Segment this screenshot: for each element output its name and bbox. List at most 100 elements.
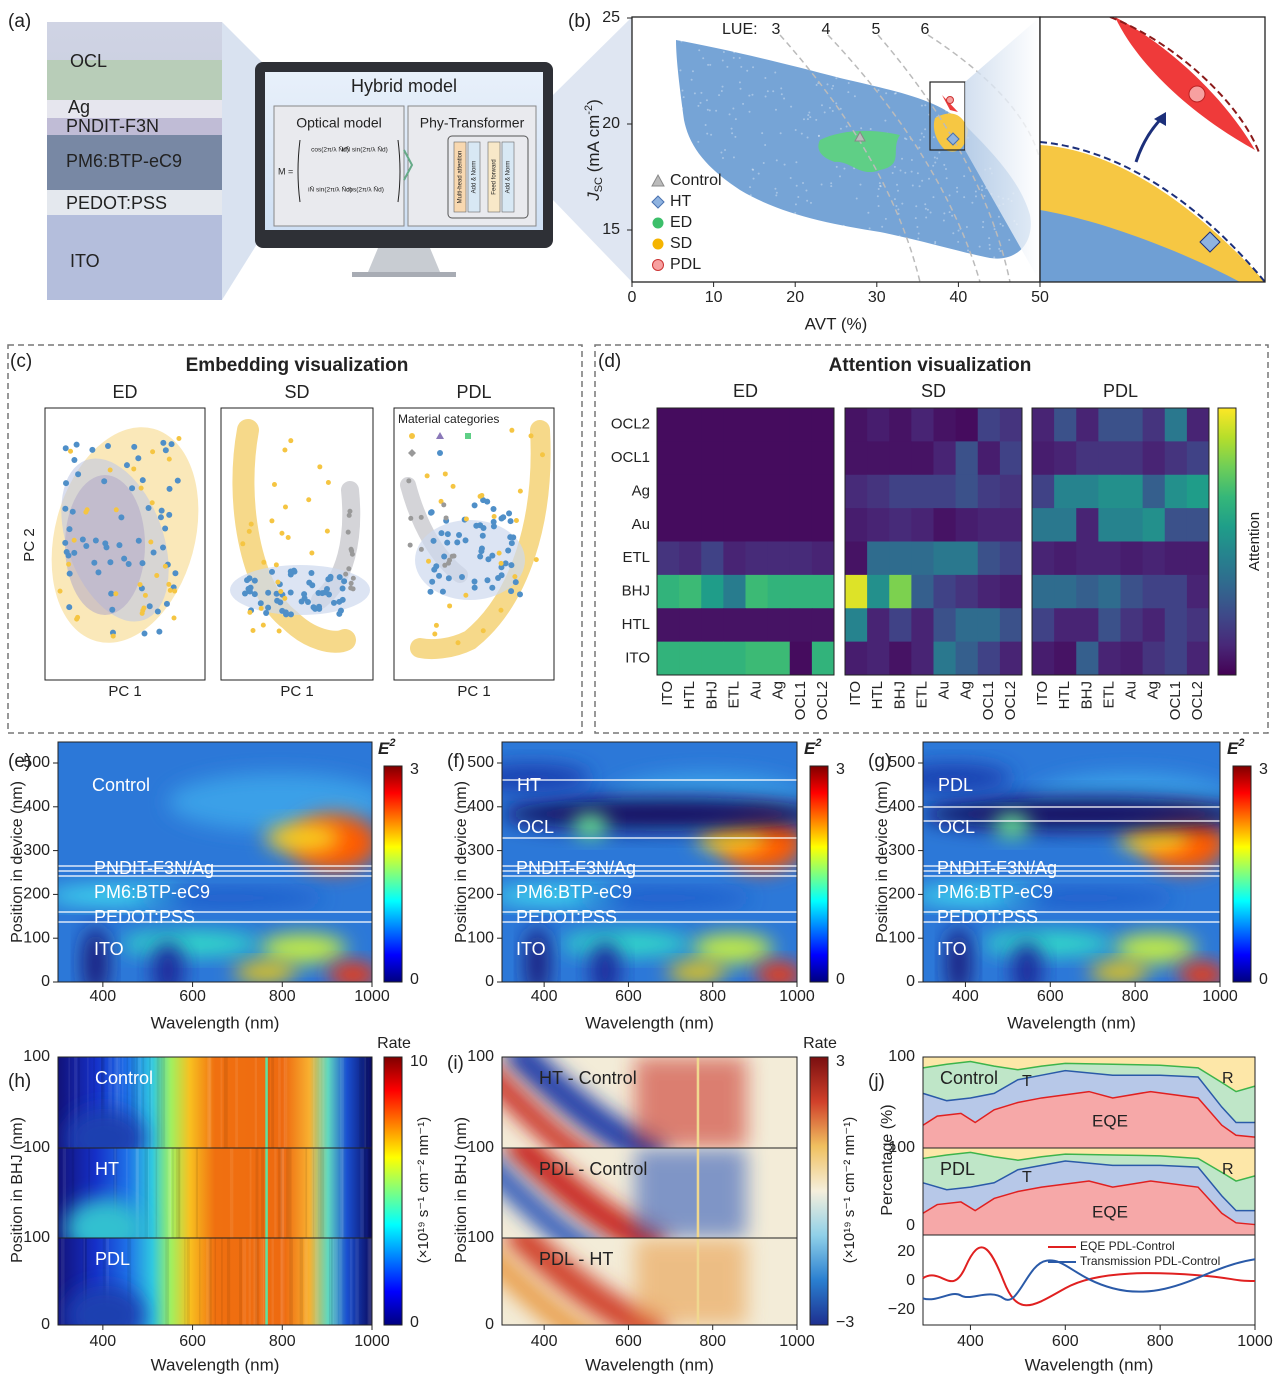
eqe-area bbox=[923, 1091, 1255, 1148]
label: SD bbox=[284, 382, 309, 402]
embedding-point bbox=[348, 580, 354, 586]
label: 20 bbox=[897, 1243, 915, 1260]
ht-point bbox=[918, 146, 921, 149]
y-title-part: J bbox=[584, 192, 603, 202]
label: Material categories bbox=[398, 412, 499, 426]
label: 500 bbox=[23, 754, 50, 771]
rate-stripe bbox=[363, 1148, 366, 1238]
attention-cell bbox=[955, 408, 979, 442]
attention-cell bbox=[767, 508, 791, 542]
layer-label: PNDIT-F3N bbox=[66, 116, 159, 136]
label: 100 bbox=[23, 1229, 50, 1246]
rate-stripe bbox=[249, 1148, 252, 1238]
attention-cell bbox=[1120, 608, 1144, 643]
attention-cell bbox=[933, 541, 957, 576]
ht-point bbox=[701, 206, 704, 209]
ht-point bbox=[826, 83, 829, 86]
ht-point bbox=[918, 66, 921, 69]
attention-cell bbox=[977, 508, 1001, 542]
ht-point bbox=[705, 39, 708, 42]
ht-point bbox=[920, 104, 923, 107]
panel-label: (a) bbox=[8, 11, 31, 32]
cluster bbox=[410, 420, 551, 659]
ht-point bbox=[899, 169, 902, 172]
ht-point bbox=[804, 262, 807, 265]
ht-point bbox=[809, 244, 812, 247]
attention-cell bbox=[657, 608, 680, 643]
label: LUE: bbox=[722, 21, 758, 38]
label: 400 bbox=[90, 1333, 117, 1350]
field-map bbox=[502, 742, 797, 982]
attention-cell bbox=[955, 508, 979, 542]
label: Position in device (nm) bbox=[874, 781, 891, 943]
label: HTL bbox=[869, 681, 886, 709]
attention-cell bbox=[1032, 608, 1055, 643]
rate-stripe bbox=[278, 1148, 283, 1238]
ht-point bbox=[706, 132, 709, 135]
label: Attention visualization bbox=[829, 355, 1032, 376]
label: 1000 bbox=[354, 1333, 390, 1350]
label: 6 bbox=[921, 21, 930, 38]
ht-point bbox=[783, 163, 786, 166]
embedding-point bbox=[438, 530, 445, 537]
label: Add & Norm bbox=[506, 161, 512, 194]
ht-point bbox=[697, 140, 700, 143]
label: Position in BHJ (nm) bbox=[453, 1117, 470, 1263]
attention-cell bbox=[767, 441, 791, 476]
layer-label: Control bbox=[92, 775, 150, 795]
ht-point bbox=[942, 219, 945, 222]
attention-cell bbox=[1142, 574, 1166, 609]
label: OCL2 bbox=[814, 681, 831, 720]
rate-stripe bbox=[266, 1057, 270, 1148]
rate-stripe bbox=[68, 1057, 70, 1148]
strip-label: Control bbox=[940, 1068, 998, 1088]
category-marker bbox=[408, 449, 416, 457]
layer-label: PM6:BTP-eC9 bbox=[516, 882, 632, 902]
rate-stripe bbox=[284, 1057, 288, 1148]
embedding-point bbox=[246, 575, 253, 582]
inset-ht-marker bbox=[1199, 231, 1221, 253]
attention-cell bbox=[1120, 541, 1144, 576]
ht-point bbox=[939, 254, 942, 257]
embedding-point bbox=[424, 473, 430, 479]
attention-cell bbox=[657, 441, 680, 476]
ht-point bbox=[734, 135, 737, 138]
label: 1000 bbox=[1237, 1333, 1273, 1350]
label: 3 bbox=[410, 761, 419, 778]
rate-stripe bbox=[172, 1148, 174, 1238]
embedding-point bbox=[336, 610, 343, 617]
embedding-point bbox=[150, 449, 156, 455]
legend-label: EQE PDL-Control bbox=[1080, 1239, 1175, 1253]
y-title-part: (mA cm bbox=[584, 115, 603, 177]
ht-point bbox=[786, 45, 789, 48]
embedding-point bbox=[471, 584, 478, 591]
ht-point bbox=[957, 240, 960, 243]
embedding-point bbox=[512, 574, 518, 580]
embedding-point bbox=[107, 467, 113, 473]
layer-label: Ag bbox=[68, 97, 90, 117]
attention-cell bbox=[1054, 508, 1077, 542]
embedding-point bbox=[66, 561, 72, 567]
monitor-stand bbox=[368, 248, 440, 272]
embedding-point bbox=[346, 566, 352, 572]
ht-point bbox=[715, 109, 718, 112]
ht-point bbox=[843, 167, 846, 170]
inset-frame bbox=[1039, 16, 1266, 283]
eqe-area bbox=[923, 1181, 1255, 1235]
inset-dash bbox=[1040, 141, 1265, 282]
attention-cell bbox=[1164, 641, 1188, 676]
embedding-point bbox=[263, 610, 270, 617]
ht-point bbox=[717, 227, 720, 230]
layer-label: PEDOT:PSS bbox=[516, 907, 617, 927]
ht-point bbox=[870, 236, 873, 239]
rate-blob bbox=[65, 1108, 146, 1148]
ht-point bbox=[878, 76, 881, 79]
rate-stripe bbox=[108, 1057, 110, 1148]
panel-label: (e) bbox=[8, 751, 31, 772]
attention-cell bbox=[955, 474, 979, 509]
rate-stripe bbox=[60, 1238, 65, 1325]
lue-line bbox=[827, 34, 981, 282]
layer-label: PNDIT-F3N/Ag bbox=[516, 858, 636, 878]
embedding-point bbox=[166, 581, 172, 587]
block bbox=[467, 141, 481, 213]
